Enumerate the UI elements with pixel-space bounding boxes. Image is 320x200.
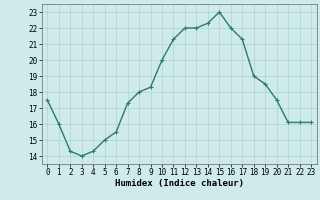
X-axis label: Humidex (Indice chaleur): Humidex (Indice chaleur)	[115, 179, 244, 188]
